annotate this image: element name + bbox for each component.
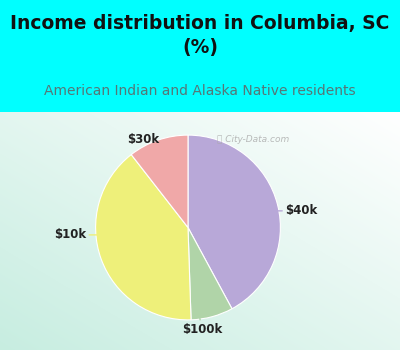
Wedge shape: [188, 228, 232, 320]
Text: ⓘ City-Data.com: ⓘ City-Data.com: [216, 135, 289, 144]
Wedge shape: [188, 135, 280, 309]
Text: $100k: $100k: [182, 294, 222, 336]
Text: $10k: $10k: [54, 229, 123, 241]
Wedge shape: [131, 135, 188, 228]
Text: $40k: $40k: [239, 204, 317, 217]
Wedge shape: [96, 155, 191, 320]
Text: Income distribution in Columbia, SC
(%): Income distribution in Columbia, SC (%): [10, 14, 390, 56]
Text: American Indian and Alaska Native residents: American Indian and Alaska Native reside…: [44, 84, 356, 98]
Text: $30k: $30k: [128, 133, 170, 170]
